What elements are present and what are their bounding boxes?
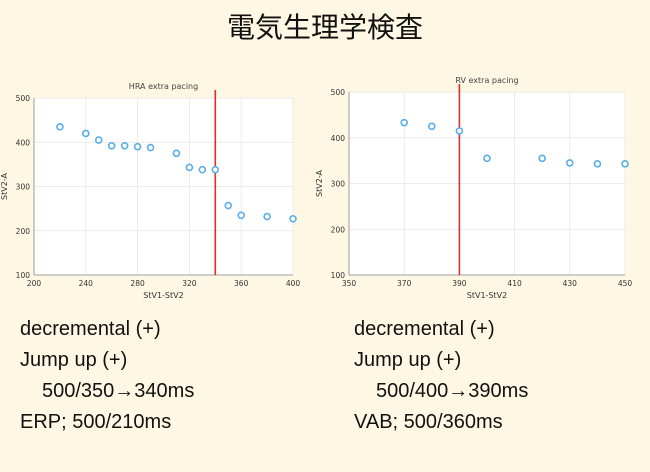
rv-scatter-chart: 350 370 390 410 430 450 100 200 300 400 500 RV extr… — [315, 76, 633, 300]
chart-0-x-tick-label-2: 280 — [130, 279, 145, 288]
chart-1-y-tick-label-1: 200 — [331, 225, 346, 234]
chart-1-x-tick-label-3: 410 — [507, 279, 522, 288]
chart-1-x-tick-label-2: 390 — [452, 279, 467, 288]
chart-0-x-tick-label-0: 200 — [27, 279, 42, 288]
chart-0-y-tick-label-0: 100 — [16, 271, 31, 280]
chart-0-x-tick-label-5: 400 — [286, 279, 301, 288]
notes-right-line1: decremental (+) — [354, 318, 495, 340]
notes-right-line3: 500/400→390ms — [376, 380, 529, 402]
chart-1-y-tick-label-0: 100 — [331, 271, 346, 280]
chart-1-data-point-3 — [483, 154, 491, 163]
notes-right-line2: Jump up (+) — [354, 349, 462, 371]
notes-right-line4: VAB; 500/360ms — [354, 411, 503, 433]
chart-1-title: RV extra pacing — [455, 76, 518, 85]
chart-1-x-tick-label-0: 350 — [342, 279, 357, 288]
chart-1-x-axis-label: StV1-StV2 — [467, 291, 507, 300]
chart-0-data-point-10 — [211, 165, 220, 174]
chart-1-data-point-0 — [400, 118, 408, 127]
notes-left-line1: decremental (+) — [20, 318, 161, 340]
chart-0-data-point-6 — [146, 143, 155, 152]
chart-0-data-point-1 — [82, 129, 90, 138]
chart-0-data-point-13 — [263, 212, 271, 221]
chart-1-y-tick-label-2: 300 — [331, 180, 346, 189]
chart-0-y-axis-label: StV2-A — [0, 172, 9, 199]
chart-0-data-point-8 — [185, 163, 194, 172]
notes-left-line4: ERP; 500/210ms — [20, 411, 172, 433]
chart-0-x-axis-label: StV1-StV2 — [143, 291, 183, 300]
chart-0-y-tick-label-1: 200 — [16, 227, 31, 236]
chart-0-y-tick-label-3: 400 — [16, 138, 31, 147]
chart-1-x-tick-label-5: 450 — [618, 279, 633, 288]
chart-1-x-tick-label-1: 370 — [397, 279, 412, 288]
chart-1-y-tick-label-3: 400 — [331, 134, 346, 143]
chart-0-data-point-12 — [237, 211, 245, 220]
chart-1-data-point-7 — [621, 160, 629, 168]
chart-0-y-tick-label-2: 300 — [16, 183, 31, 192]
chart-1-data-point-2 — [455, 127, 464, 135]
notes-left-line2: Jump up (+) — [20, 349, 128, 371]
chart-1-data-point-6 — [593, 160, 602, 168]
chart-1-x-tick-label-4: 430 — [563, 279, 578, 288]
notes-left-line3: 500/350→340ms — [42, 380, 195, 402]
chart-0-title: HRA extra pacing — [129, 82, 198, 91]
chart-0-data-point-11 — [224, 201, 233, 210]
chart-0-x-tick-label-1: 240 — [79, 279, 94, 288]
chart-0-x-tick-label-3: 320 — [182, 279, 197, 288]
chart-0-data-point-4 — [120, 141, 129, 150]
chart-0-x-tick-label-4: 360 — [234, 279, 249, 288]
notes-left: decremental (+) Jump up (+) 500/350→340m… — [20, 314, 194, 438]
chart-0-data-point-7 — [172, 149, 181, 158]
chart-0-data-point-0 — [56, 122, 64, 131]
chart-1-data-point-1 — [428, 122, 436, 131]
chart-1-data-point-5 — [565, 159, 574, 167]
chart-0-data-point-3 — [107, 141, 116, 150]
chart-1-y-axis-label: StV2-A — [315, 169, 324, 196]
page-title: 電気生理学検査 — [226, 11, 423, 44]
chart-0-data-point-14 — [289, 215, 297, 223]
notes-right: decremental (+) Jump up (+) 500/400→390m… — [354, 314, 528, 438]
chart-0-data-point-2 — [94, 136, 103, 144]
chart-0-y-tick-label-4: 500 — [16, 94, 31, 103]
chart-1-y-tick-label-4: 500 — [331, 88, 346, 97]
chart-1-data-point-4 — [538, 154, 546, 163]
chart-0-data-point-5 — [133, 142, 142, 151]
chart-0-data-point-9 — [198, 165, 207, 174]
